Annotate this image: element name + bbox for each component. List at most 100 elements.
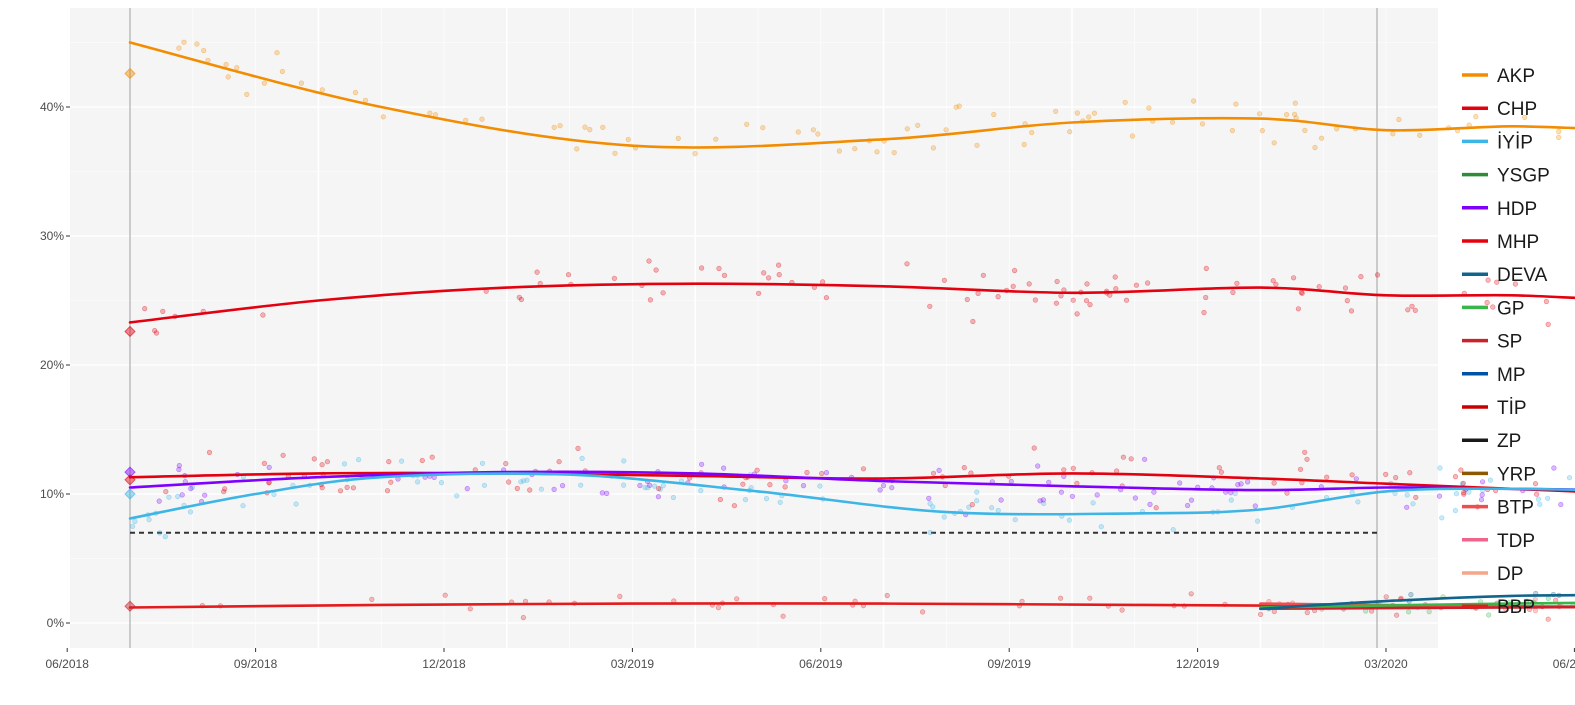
poll-dot [1411, 502, 1416, 507]
poll-dot [1113, 275, 1118, 280]
poll-dot [1075, 111, 1080, 116]
poll-dot [1404, 505, 1409, 510]
poll-dot [1067, 518, 1072, 523]
poll-dot [320, 485, 325, 490]
legend-label-ZP: ZP [1497, 431, 1521, 452]
poll-dot [1350, 473, 1355, 478]
poll-dot [766, 276, 771, 281]
poll-dot [1035, 464, 1040, 469]
poll-dot [824, 470, 829, 475]
poll-dot [1013, 517, 1018, 522]
poll-dot [1486, 278, 1491, 283]
poll-dot [1408, 470, 1413, 475]
poll-dot [654, 268, 659, 273]
poll-dot [931, 505, 936, 510]
poll-dot [755, 468, 760, 473]
poll-dot [1234, 102, 1239, 107]
poll-dot [981, 273, 986, 278]
poll-dot [294, 502, 299, 507]
poll-dot [714, 137, 719, 142]
poll-dot [428, 111, 433, 116]
poll-dot [152, 328, 157, 333]
poll-dot [974, 498, 979, 503]
poll-dot [1334, 127, 1339, 132]
poll-dot [363, 98, 368, 103]
poll-dot [1293, 101, 1298, 106]
poll-dot [992, 112, 997, 117]
poll-dot [1300, 291, 1305, 296]
legend-label-DEVA: DEVA [1497, 265, 1548, 286]
poll-dot [506, 480, 511, 485]
poll-dot [385, 488, 390, 493]
legend-label-TİP: TİP [1497, 398, 1527, 419]
poll-dot [881, 483, 886, 488]
poll-dot [1231, 290, 1236, 295]
legend-label-GP: GP [1497, 298, 1524, 319]
poll-dot [157, 499, 162, 504]
poll-dot [1230, 128, 1235, 133]
poll-dot [885, 593, 890, 598]
poll-dot [1255, 519, 1260, 524]
poll-dot [656, 494, 661, 499]
plot-panel [70, 8, 1438, 648]
poll-dot [743, 497, 748, 502]
poll-dot [1462, 492, 1467, 497]
poll-dot [1170, 120, 1175, 125]
poll-dot [1120, 608, 1125, 613]
poll-dot [744, 122, 749, 127]
poll-dot [1233, 491, 1238, 496]
poll-dot [566, 272, 571, 277]
poll-dot [381, 115, 386, 120]
poll-dot [147, 517, 152, 522]
poll-dot [1274, 282, 1279, 287]
poll-dot [1485, 300, 1490, 305]
legend-label-YSGP: YSGP [1497, 166, 1550, 187]
poll-dot [816, 132, 821, 137]
poll-dot [1546, 617, 1551, 622]
poll-dot [539, 487, 544, 492]
poll-dot [1022, 142, 1027, 147]
poll-dot [241, 503, 246, 508]
poll-dot [1437, 494, 1442, 499]
x-tick-label: 12/2018 [422, 657, 466, 671]
poll-dot [1154, 505, 1159, 510]
poll-dot [781, 614, 786, 619]
poll-dot [188, 510, 193, 515]
poll-dot [1091, 501, 1096, 506]
poll-dot [915, 123, 920, 128]
poll-dot [1546, 322, 1551, 327]
poll-dot [905, 127, 910, 132]
poll-dot [1272, 481, 1277, 486]
poll-dot [345, 485, 350, 490]
poll-dot [965, 297, 970, 302]
poll-dot [420, 458, 425, 463]
poll-dot [1059, 294, 1064, 299]
poll-dot [1393, 475, 1398, 480]
poll-dot [1454, 491, 1459, 496]
poll-dot [1059, 490, 1064, 495]
poll-dot [824, 295, 829, 300]
poll-dot [1324, 475, 1329, 480]
poll-dot [600, 491, 605, 496]
poll-dot [648, 298, 653, 303]
poll-dot [221, 489, 226, 494]
poll-dot [604, 491, 609, 496]
poll-dot [784, 478, 789, 483]
poll-dot [931, 471, 936, 476]
poll-dot [764, 496, 769, 501]
poll-dot [1070, 494, 1075, 499]
poll-dot [819, 471, 824, 476]
poll-dot [1067, 129, 1072, 134]
poll-dot [671, 495, 676, 500]
poll-dot [439, 480, 444, 485]
poll-dot [928, 304, 933, 309]
poll-dot [275, 50, 280, 55]
poll-dot [1123, 100, 1128, 105]
y-tick-label: 30% [40, 229, 64, 243]
poll-dot [1354, 477, 1359, 482]
poll-dot [1047, 480, 1052, 485]
poll-dot [734, 597, 739, 602]
poll-dot [796, 130, 801, 135]
poll-dot [299, 81, 304, 86]
